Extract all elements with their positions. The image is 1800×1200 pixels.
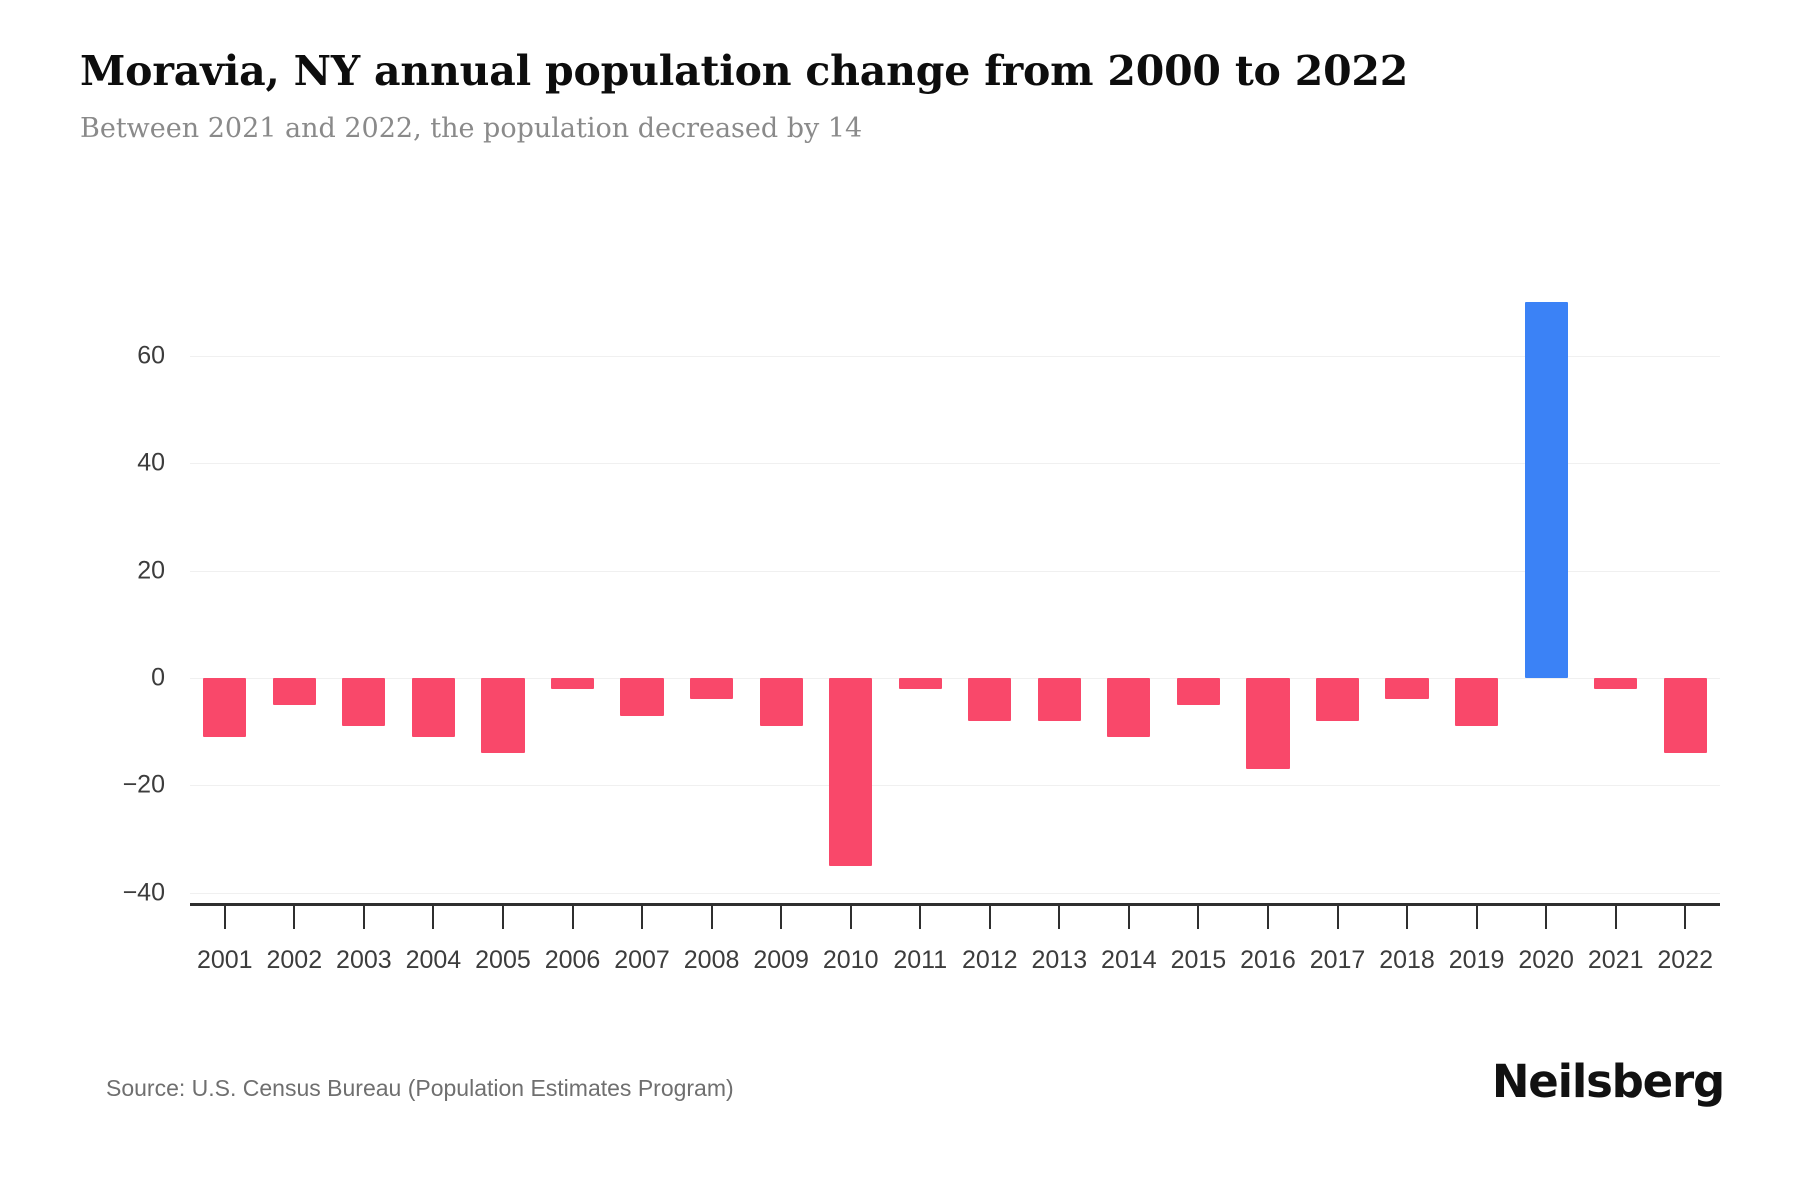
bar-2010[interactable] <box>829 678 873 866</box>
x-tick-2013 <box>1058 903 1061 929</box>
x-tick-2017 <box>1336 903 1339 929</box>
gridline-20 <box>190 570 1720 572</box>
bar-2012[interactable] <box>968 678 1012 721</box>
bar-2005[interactable] <box>481 678 525 754</box>
chart-subtitle: Between 2021 and 2022, the population de… <box>80 113 863 145</box>
x-tick-label-2019: 2019 <box>1448 946 1505 974</box>
y-tick-label: 0 <box>151 663 165 692</box>
source-note: Source: U.S. Census Bureau (Population E… <box>106 1075 734 1101</box>
x-tick-2009 <box>780 903 783 929</box>
gridline-40 <box>190 463 1720 465</box>
x-tick-label-2013: 2013 <box>1031 946 1088 974</box>
bar-2014[interactable] <box>1107 678 1151 737</box>
gridline-neg40 <box>190 892 1720 894</box>
x-tick-label-2014: 2014 <box>1101 946 1157 974</box>
bar-2007[interactable] <box>620 678 664 716</box>
x-tick-2018 <box>1406 903 1409 929</box>
bar-2004[interactable] <box>411 678 455 737</box>
bar-2008[interactable] <box>690 678 734 700</box>
x-tick-label-2009: 2009 <box>753 946 809 974</box>
bar-2017[interactable] <box>1315 678 1360 721</box>
x-tick-2008 <box>710 903 713 929</box>
bar-2006[interactable] <box>550 678 595 689</box>
x-tick-label-2007: 2007 <box>614 946 670 974</box>
x-tick-label-2011: 2011 <box>893 946 948 974</box>
x-tick-label-2015: 2015 <box>1170 946 1227 974</box>
y-tick-label: −40 <box>122 878 165 907</box>
brand-logo: Neilsberg <box>1491 1055 1725 1108</box>
bar-2020[interactable] <box>1524 302 1568 678</box>
y-tick-label: 60 <box>137 341 165 370</box>
x-tick-2015 <box>1197 903 1200 929</box>
y-tick-label: −20 <box>122 770 165 799</box>
x-tick-label-2010: 2010 <box>822 946 879 974</box>
y-tick-label: 20 <box>137 556 165 585</box>
x-tick-label-2012: 2012 <box>961 946 1018 974</box>
x-tick-2005 <box>501 903 504 929</box>
page-title: Moravia, NY annual population change fro… <box>80 47 1409 95</box>
x-tick-label-2020: 2020 <box>1518 946 1574 974</box>
bar-2013[interactable] <box>1037 678 1081 721</box>
gridline-0 <box>190 678 1720 679</box>
x-tick-2020 <box>1545 903 1548 929</box>
gridline-neg20 <box>190 785 1720 787</box>
x-tick-label-2006: 2006 <box>544 946 601 974</box>
x-tick-label-2005: 2005 <box>475 946 531 974</box>
x-axis-line <box>190 903 1720 906</box>
x-tick-2011 <box>919 903 922 929</box>
bar-2002[interactable] <box>272 678 316 705</box>
bar-2011[interactable] <box>898 678 942 689</box>
x-tick-label-2004: 2004 <box>405 946 462 974</box>
x-tick-label-2016: 2016 <box>1240 946 1296 974</box>
y-tick-label: 40 <box>137 448 165 477</box>
x-tick-2012 <box>988 903 991 929</box>
x-tick-label-2001: 2001 <box>196 946 253 974</box>
x-tick-2010 <box>849 903 852 929</box>
x-tick-2021 <box>1614 903 1617 929</box>
x-tick-2007 <box>641 903 644 929</box>
x-tick-2006 <box>571 903 574 929</box>
x-tick-label-2018: 2018 <box>1379 946 1435 974</box>
x-tick-2001 <box>223 903 226 929</box>
gridline-60 <box>190 356 1720 358</box>
x-tick-2019 <box>1475 903 1478 929</box>
bar-2019[interactable] <box>1455 678 1499 727</box>
x-tick-2002 <box>293 903 296 929</box>
x-tick-2004 <box>432 903 435 929</box>
chart-header: Moravia, NY annual population change fro… <box>80 47 1720 146</box>
bar-2018[interactable] <box>1385 678 1429 700</box>
x-tick-2022 <box>1684 903 1687 929</box>
x-tick-label-2003: 2003 <box>336 946 392 974</box>
x-tick-2016 <box>1266 903 1269 929</box>
bar-2022[interactable] <box>1663 678 1707 754</box>
bar-2021[interactable] <box>1594 678 1638 689</box>
x-tick-label-2021: 2021 <box>1587 946 1644 974</box>
bar-2016[interactable] <box>1246 678 1290 770</box>
bar-2015[interactable] <box>1176 678 1220 705</box>
x-tick-label-2002: 2002 <box>266 946 323 974</box>
x-tick-2014 <box>1127 903 1130 929</box>
bar-2003[interactable] <box>342 678 386 727</box>
x-tick-label-2008: 2008 <box>683 946 740 974</box>
bar-2001[interactable] <box>203 678 247 737</box>
x-tick-label-2017: 2017 <box>1309 946 1366 974</box>
x-tick-2003 <box>362 903 365 929</box>
bar-2009[interactable] <box>759 678 803 727</box>
x-tick-label-2022: 2022 <box>1657 946 1714 974</box>
